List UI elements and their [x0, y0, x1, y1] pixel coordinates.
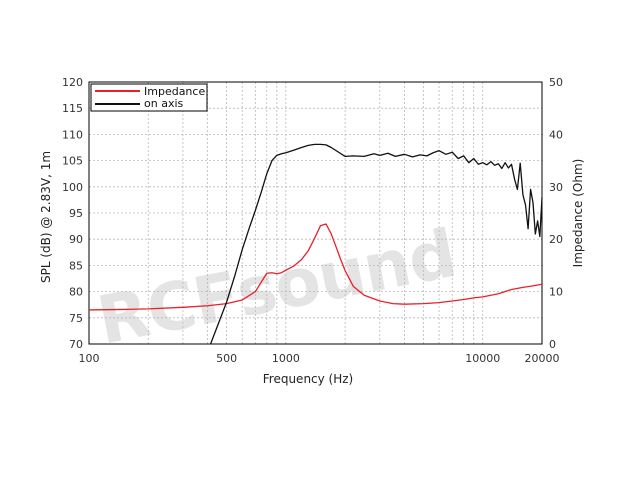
- y-right-tick-label: 30: [549, 181, 563, 194]
- y-right-tick-label: 40: [549, 128, 563, 141]
- y-right-tick-label: 20: [549, 233, 563, 246]
- legend-label-on-axis: on axis: [144, 97, 184, 110]
- y-axis-right-label: Impedance (Ohm): [571, 159, 585, 268]
- x-axis-label: Frequency (Hz): [263, 372, 354, 386]
- y-left-tick-label: 85: [69, 259, 83, 272]
- y-axis-left-label: SPL (dB) @ 2.83V, 1m: [39, 151, 53, 283]
- y-left-tick-label: 115: [62, 102, 83, 115]
- y-left-tick-label: 95: [69, 207, 83, 220]
- y-left-tick-label: 80: [69, 286, 83, 299]
- y-right-tick-label: 0: [549, 338, 556, 351]
- y-left-tick-label: 120: [62, 76, 83, 89]
- series-line-on-axis: [209, 143, 543, 345]
- legend-label-impedance: Impedance: [144, 85, 205, 98]
- plot-frame: [88, 81, 543, 345]
- y-left-tick-label: 100: [62, 181, 83, 194]
- y-left-tick-label: 70: [69, 338, 83, 351]
- y-right-tick-label: 10: [549, 286, 563, 299]
- x-tick-label: 10000: [465, 352, 500, 365]
- x-tick-label: 1000: [272, 352, 300, 365]
- x-tick-label: 20000: [525, 352, 560, 365]
- x-tick-label: 500: [216, 352, 237, 365]
- y-left-tick-label: 90: [69, 233, 83, 246]
- legend-box: [90, 83, 208, 112]
- y-left-tick-label: 110: [62, 128, 83, 141]
- tick-labels: 100 500 1000 10000 2000070758085909510010511…: [62, 76, 563, 365]
- legend: Impedance on axis: [90, 83, 208, 112]
- x-tick-label: 100: [79, 352, 100, 365]
- y-left-tick-label: 105: [62, 155, 83, 168]
- y-left-tick-label: 75: [69, 312, 83, 325]
- y-right-tick-label: 50: [549, 76, 563, 89]
- series-lines: [88, 143, 543, 345]
- series-line-impedance: [88, 223, 543, 311]
